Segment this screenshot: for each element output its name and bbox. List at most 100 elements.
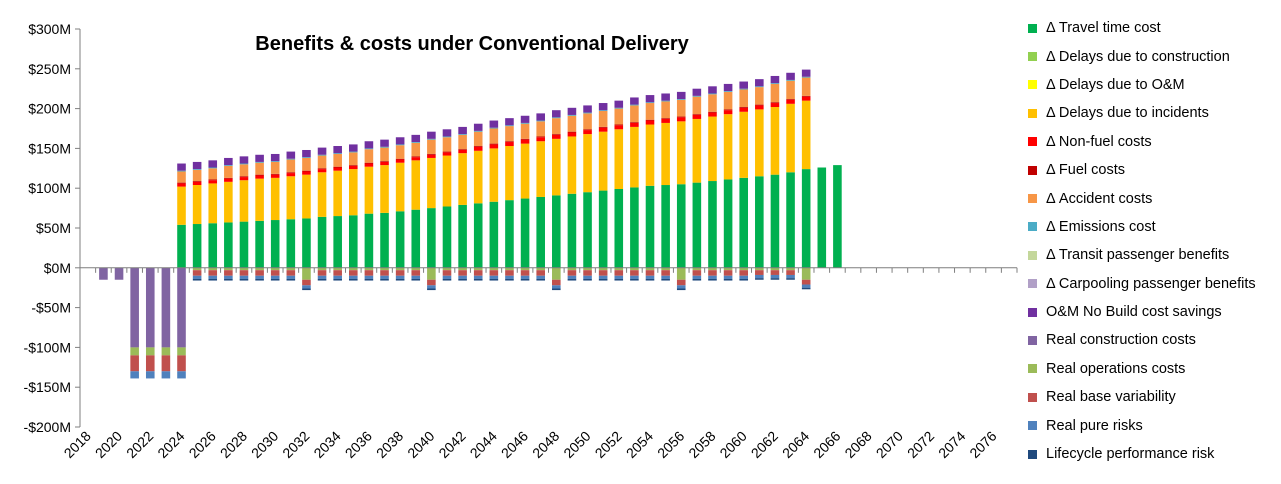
bar-segment-2056-s10 (676, 91, 686, 100)
bar-segment-2038-s6 (395, 145, 405, 159)
bar-segment-2060-s7 (739, 88, 748, 90)
bar-segment-2043-s5 (473, 146, 483, 147)
bar-segment-2041-s10 (442, 129, 452, 137)
bar-segment-2052-s13 (614, 270, 624, 276)
bar-segment-2042-s5 (458, 149, 467, 150)
legend-swatch (1028, 165, 1037, 175)
legend-label: Δ Emissions cost (1046, 218, 1156, 235)
bar-segment-2060-s14 (739, 275, 748, 279)
bar-segment-2034-s5 (333, 166, 342, 168)
legend-item: Δ Accident costs (1028, 184, 1278, 212)
legend-label: Δ Delays due to O&M (1046, 76, 1185, 93)
x-tick-label: 2072 (904, 428, 937, 461)
bar-segment-2034-s15 (333, 278, 342, 281)
x-tick-label: 2066 (810, 428, 843, 461)
bar-segment-2039-s13 (411, 270, 421, 276)
bar-segment-2063-s5 (786, 99, 795, 100)
bar-segment-2033-s4 (317, 169, 327, 173)
bar-segment-2031-s5 (286, 172, 296, 174)
bar-segment-2038-s15 (395, 278, 405, 281)
bar-segment-2033-s13 (317, 270, 327, 276)
bar-segment-2025-s15 (192, 278, 202, 281)
bar-segment-2048-s12 (552, 267, 561, 280)
bar-segment-2061-s4 (755, 105, 764, 110)
bar-segment-2036-s12 (364, 267, 374, 271)
bar-segment-2056-s3 (676, 121, 686, 185)
bar-segment-2024-s5 (177, 182, 186, 184)
bar-segment-2028-s13 (239, 270, 249, 276)
legend-swatch (1028, 108, 1037, 118)
legend-swatch (1028, 222, 1037, 232)
bar-segment-2048-s7 (552, 117, 561, 119)
bar-segment-2027-s0 (224, 222, 233, 268)
bar-segment-2060-s6 (739, 89, 748, 108)
bar-segment-2038-s0 (395, 211, 405, 268)
bar-segment-2041-s4 (442, 152, 452, 156)
bar-segment-2054-s7 (645, 102, 655, 104)
legend-label: Δ Fuel costs (1046, 162, 1125, 179)
bar-segment-2063-s15 (786, 278, 795, 280)
bar-segment-2045-s13 (505, 270, 514, 276)
bar-segment-2063-s4 (786, 99, 795, 104)
x-tick-label: 2020 (92, 428, 125, 461)
bar-segment-2048-s15 (552, 288, 561, 291)
bar-segment-2030-s4 (270, 174, 280, 178)
bar-segment-2054-s10 (645, 95, 655, 103)
bar-segment-2046-s13 (520, 270, 530, 276)
bar-segment-2035-s15 (349, 278, 358, 281)
bar-segment-2062-s0 (770, 174, 780, 268)
bar-segment-2021-s13 (130, 355, 139, 372)
y-tick-label: $300M (28, 21, 71, 37)
bar-segment-2036-s5 (364, 162, 374, 164)
bar-segment-2042-s10 (458, 126, 467, 135)
bar-segment-2044-s6 (489, 128, 499, 144)
bar-segment-2034-s12 (333, 267, 342, 271)
bar-segment-2043-s4 (473, 146, 483, 151)
bar-segment-2025-s12 (192, 267, 202, 271)
bar-segment-2056-s7 (676, 99, 686, 100)
legend-label: Real pure risks (1046, 417, 1143, 434)
bar-segment-2054-s13 (645, 270, 655, 276)
bar-segment-2055-s0 (661, 185, 670, 268)
bar-segment-2054-s3 (645, 124, 655, 186)
bar-segment-2053-s13 (630, 270, 639, 276)
bar-segment-2063-s0 (786, 172, 795, 268)
bar-segment-2037-s6 (380, 147, 389, 162)
bar-segment-2028-s6 (239, 164, 249, 177)
bar-segment-2034-s14 (333, 275, 342, 279)
bar-segment-2042-s3 (458, 153, 467, 205)
bar-segment-2023-s14 (161, 371, 171, 379)
bar-segment-2059-s13 (723, 270, 733, 276)
bar-segment-2025-s6 (192, 169, 202, 182)
bar-segment-2048-s4 (552, 134, 561, 139)
bar-segment-2034-s0 (333, 216, 342, 268)
bar-segment-2030-s13 (270, 270, 280, 276)
bar-segment-2058-s0 (708, 181, 717, 268)
bar-segment-2038-s4 (395, 159, 405, 163)
bar-segment-2037-s10 (380, 139, 389, 147)
bar-segment-2055-s7 (661, 100, 670, 102)
bar-segment-2028-s0 (239, 221, 249, 268)
bar-segment-2028-s10 (239, 156, 249, 164)
y-tick-label: $250M (28, 61, 71, 77)
bar-segment-2051-s12 (598, 267, 608, 271)
bar-segment-2060-s4 (739, 107, 748, 112)
bar-segment-2031-s0 (286, 219, 296, 268)
bar-segment-2052-s7 (614, 107, 624, 109)
bar-segment-2051-s7 (598, 110, 608, 111)
bar-segment-2027-s12 (224, 267, 233, 271)
bar-segment-2039-s7 (411, 142, 421, 143)
bar-segment-2027-s3 (224, 181, 233, 223)
bar-segment-2033-s10 (317, 147, 327, 155)
bar-segment-2040-s4 (427, 154, 436, 158)
bar-segment-2038-s12 (395, 267, 405, 271)
bar-segment-2029-s15 (255, 278, 264, 281)
bar-segment-2031-s13 (286, 270, 296, 276)
bar-segment-2021-s14 (130, 371, 139, 379)
bar-segment-2035-s5 (349, 165, 358, 166)
bar-segment-2024-s11 (177, 267, 186, 348)
x-tick-label: 2050 (560, 428, 593, 461)
bar-segment-2040-s12 (427, 267, 436, 280)
bar-segment-2038-s13 (395, 270, 405, 276)
bar-segment-2032-s15 (302, 288, 311, 291)
